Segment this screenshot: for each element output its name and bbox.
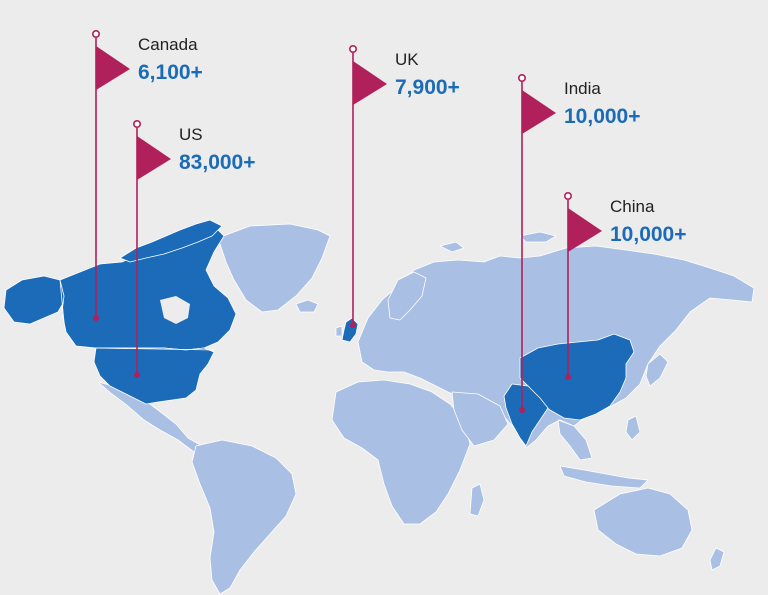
flag-pole-base (134, 372, 140, 378)
flag-pole-top (133, 120, 142, 129)
flag-marker-canada: Canada 6,100+ (92, 29, 203, 321)
highlight-layer (59, 219, 635, 447)
hudson-bay (160, 296, 190, 324)
philippines (625, 415, 641, 441)
japan (645, 353, 669, 387)
us-shape (93, 347, 215, 405)
south-america (191, 439, 297, 595)
uk-shape (341, 317, 359, 343)
new-zealand (709, 547, 725, 571)
flag-marker-uk: UK 7,900+ (348, 44, 460, 328)
arctic-islands-2 (439, 241, 465, 253)
markers-layer: Canada 6,100+ US 83,000+ UK 7,900+ India 10,000… (92, 29, 687, 413)
flag-pennant-icon (96, 46, 130, 90)
country-label-china: China (610, 197, 655, 216)
australia (593, 487, 693, 557)
africa (331, 379, 471, 525)
alaska (3, 275, 67, 325)
flag-pennant-icon (353, 61, 387, 105)
canada-islands (119, 219, 223, 263)
flag-pole-base (93, 315, 99, 321)
arctic-islands (519, 231, 557, 243)
canada-us-border (95, 347, 215, 351)
country-count-canada: 6,100+ (138, 61, 203, 84)
alaska-border (59, 279, 65, 323)
country-label-india: India (564, 79, 601, 98)
flag-pennant-icon (522, 90, 556, 134)
country-count-us: 83,000+ (179, 151, 256, 174)
country-count-china: 10,000+ (610, 223, 687, 246)
flag-pole-base (350, 322, 356, 328)
scandinavia (387, 271, 427, 321)
flag-pole-top (563, 192, 572, 201)
country-label-us: US (179, 125, 203, 144)
flag-marker-india: India 10,000+ (517, 74, 641, 413)
flag-pole-top (92, 29, 101, 38)
arabia (451, 391, 509, 447)
flag-marker-china: China 10,000+ (563, 192, 687, 380)
flag-pole-top (517, 74, 526, 83)
country-count-india: 10,000+ (564, 105, 641, 128)
india-shape (503, 383, 549, 447)
country-label-uk: UK (395, 50, 419, 69)
flag-marker-us: US 83,000+ (133, 120, 256, 378)
ireland-shape (335, 325, 343, 337)
flag-pole-base (565, 374, 571, 380)
iceland (295, 299, 319, 313)
flag-pole-base (519, 407, 525, 413)
indonesia (559, 465, 649, 489)
greenland (217, 223, 331, 313)
country-count-uk: 7,900+ (395, 76, 460, 99)
flag-pole-top (348, 44, 357, 53)
flag-pennant-icon (568, 208, 602, 252)
madagascar (469, 483, 485, 517)
flag-pennant-icon (137, 136, 171, 180)
country-label-canada: Canada (138, 35, 198, 54)
southeast-asia (557, 419, 593, 461)
